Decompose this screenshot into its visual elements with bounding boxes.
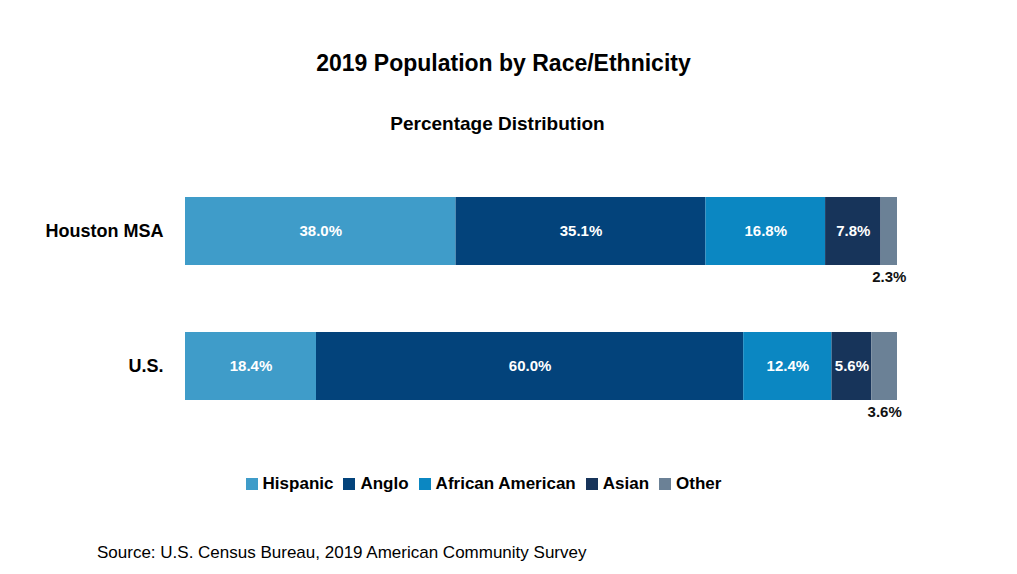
- html-text:Asian: Asian: [602, 474, 650, 493]
- svg-text:38.0%: 38.0%: [300, 222, 343, 239]
- html-text:African American: African American: [435, 474, 576, 493]
- html-text:Hispanic: Hispanic: [262, 474, 334, 493]
- svg-text:7.8%: 7.8%: [836, 222, 870, 239]
- svg-text:U.S.: U.S.: [128, 356, 163, 376]
- svg-text:12.4%: 12.4%: [767, 357, 810, 374]
- svg-text:Houston MSA: Houston MSA: [46, 221, 164, 241]
- svg-text:2.3%: 2.3%: [872, 268, 906, 285]
- svg-text:16.8%: 16.8%: [745, 222, 788, 239]
- html-text:Percentage Distribution: Percentage Distribution: [390, 113, 605, 134]
- html-text:Other: Other: [676, 474, 722, 493]
- svg-text:35.1%: 35.1%: [560, 222, 603, 239]
- html-text:Source: U.S. Census Bureau, 20: Source: U.S. Census Bureau, 2019 America…: [97, 543, 587, 562]
- svg-text:60.0%: 60.0%: [509, 357, 552, 374]
- svg-text:5.6%: 5.6%: [835, 357, 869, 374]
- html-text:2019 Population by Race/Ethnic: 2019 Population by Race/Ethnicity: [316, 50, 691, 76]
- html-text:Anglo: Anglo: [360, 474, 409, 493]
- svg-text:3.6%: 3.6%: [868, 403, 902, 420]
- svg-text:18.4%: 18.4%: [230, 357, 273, 374]
